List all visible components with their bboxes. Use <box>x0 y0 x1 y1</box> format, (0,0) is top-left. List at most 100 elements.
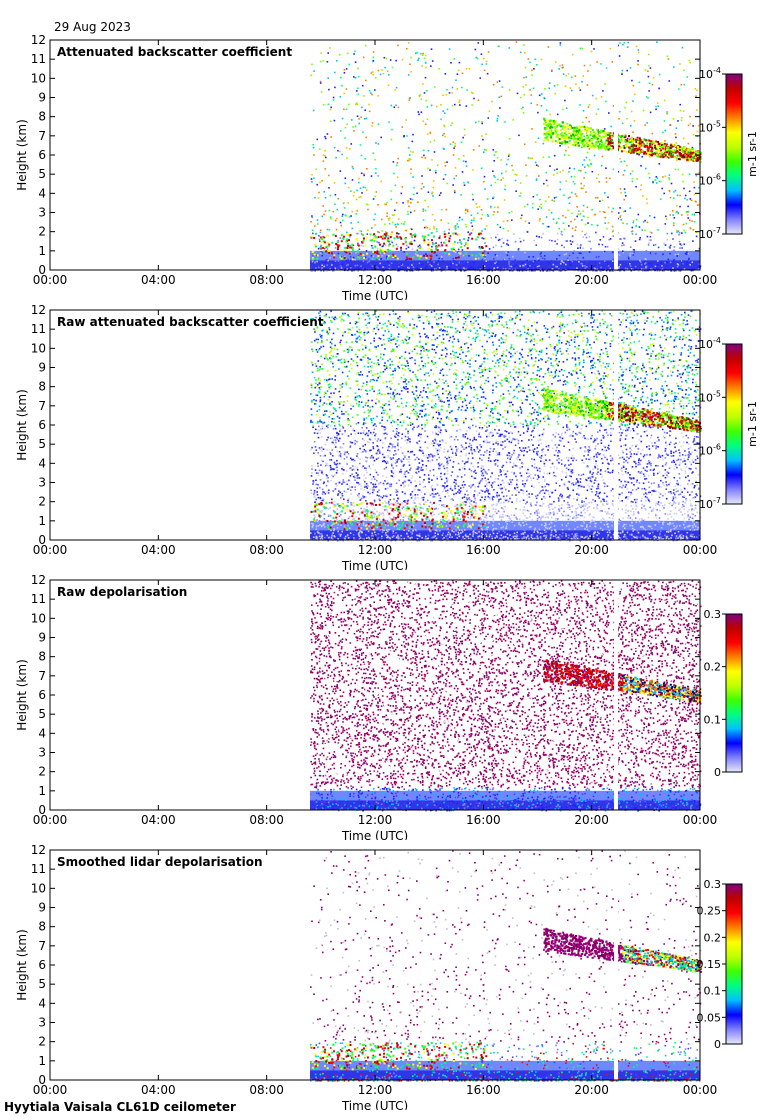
data-pixel <box>390 458 393 460</box>
data-pixel <box>349 259 352 262</box>
data-pixel <box>330 413 333 415</box>
data-pixel <box>624 424 626 426</box>
data-pixel <box>595 479 598 482</box>
cloud-pixel <box>588 127 591 130</box>
data-pixel <box>666 55 669 58</box>
data-pixel <box>675 127 678 129</box>
bl-patch <box>481 255 484 258</box>
data-pixel <box>491 325 493 327</box>
cloud-pixel <box>565 130 567 133</box>
data-pixel <box>559 405 561 408</box>
data-pixel <box>558 254 561 257</box>
bl-patch <box>371 239 374 242</box>
cloud-pixel <box>628 139 631 142</box>
data-pixel <box>378 258 381 261</box>
cloud-pixel <box>669 144 672 147</box>
data-pixel <box>362 186 365 189</box>
data-pixel <box>634 240 637 242</box>
data-pixel <box>679 109 682 112</box>
data-pixel <box>322 205 324 207</box>
data-pixel <box>581 143 584 146</box>
data-pixel <box>656 264 659 266</box>
data-pixel <box>508 137 511 140</box>
data-pixel <box>369 267 371 270</box>
data-pixel <box>635 233 637 236</box>
data-pixel <box>441 209 443 211</box>
cloud-pixel <box>551 140 554 143</box>
data-pixel <box>459 239 461 241</box>
data-pixel <box>581 121 584 123</box>
data-pixel <box>683 397 685 399</box>
data-pixel <box>692 265 694 267</box>
data-pixel <box>541 93 543 95</box>
data-pixel <box>625 504 627 507</box>
data-pixel <box>344 262 347 264</box>
data-pixel <box>493 448 495 450</box>
cloud-pixel <box>582 139 585 142</box>
data-pixel <box>523 524 525 527</box>
cloud-pixel <box>670 155 673 158</box>
cloud-pixel <box>674 145 677 148</box>
y-tick-label: 11 <box>31 52 46 66</box>
data-pixel <box>448 539 451 542</box>
data-pixel <box>698 268 701 271</box>
cloud-pixel <box>554 121 557 124</box>
data-pixel <box>321 425 323 428</box>
cloud-pixel <box>632 151 635 154</box>
data-pixel <box>504 268 507 270</box>
data-pixel <box>568 225 570 227</box>
cloud-pixel <box>586 129 589 132</box>
data-pixel <box>333 528 335 530</box>
data-pixel <box>411 318 414 320</box>
cloud-pixel <box>640 149 643 151</box>
data-pixel <box>489 475 492 478</box>
data-pixel <box>655 267 658 269</box>
data-pixel <box>417 245 419 248</box>
bl-patch <box>419 255 422 258</box>
data-pixel <box>327 103 330 106</box>
data-pixel <box>316 138 319 141</box>
data-pixel <box>485 513 488 515</box>
data-pixel <box>484 257 486 259</box>
cloud-pixel <box>601 144 604 147</box>
data-pixel <box>581 265 584 267</box>
data-pixel <box>355 198 358 201</box>
data-pixel <box>567 259 569 261</box>
data-pixel <box>477 257 480 260</box>
bl-patch <box>363 257 366 259</box>
data-pixel <box>617 217 619 220</box>
data-pixel <box>585 232 588 235</box>
data-pixel <box>591 170 594 173</box>
data-pixel <box>673 191 675 193</box>
data-pixel <box>422 210 425 212</box>
data-pixel <box>328 245 331 248</box>
data-pixel <box>693 181 695 183</box>
data-pixel <box>668 174 671 176</box>
data-pixel <box>652 181 654 183</box>
data-pixel <box>354 125 357 128</box>
cloud-pixel <box>558 140 560 143</box>
data-pixel <box>496 512 498 515</box>
data-pixel <box>572 430 575 433</box>
data-pixel <box>448 390 451 393</box>
data-pixel <box>360 233 363 235</box>
data-pixel <box>697 268 700 270</box>
data-pixel <box>388 520 390 523</box>
data-pixel <box>318 238 321 241</box>
data-pixel <box>444 362 447 364</box>
cloud-pixel <box>592 136 595 139</box>
data-pixel <box>485 133 487 135</box>
data-pixel <box>666 112 668 115</box>
data-pixel <box>385 380 388 383</box>
data-pixel <box>560 231 563 233</box>
data-pixel <box>424 199 426 202</box>
data-pixel <box>588 104 591 106</box>
data-pixel <box>561 496 563 498</box>
cloud-pixel <box>572 130 575 133</box>
data-pixel <box>310 393 312 395</box>
data-pixel <box>566 257 569 260</box>
data-pixel <box>511 466 514 468</box>
data-pixel <box>610 459 612 462</box>
data-pixel <box>555 196 557 198</box>
data-pixel <box>455 369 458 371</box>
